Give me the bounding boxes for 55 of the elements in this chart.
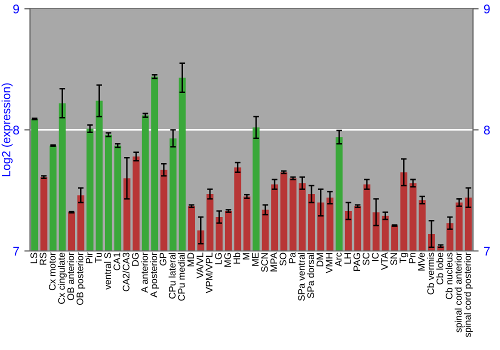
x-tick-label: MVe xyxy=(418,252,425,270)
x-tick-label: spinal cord anterior xyxy=(454,252,464,332)
y-tick-label: 8 xyxy=(13,126,20,134)
x-tick-label: Tg xyxy=(400,252,408,264)
x-tick-label: SPa ventral xyxy=(298,252,305,301)
x-tick-label: Hb xyxy=(233,252,240,264)
y2-tick-label: 7 xyxy=(484,246,490,256)
x-tick-label: ventral S xyxy=(104,252,111,290)
y2-tick-label: 8 xyxy=(484,126,490,134)
x-tick-label: Pa xyxy=(288,252,296,264)
x-tick-label: Cb vermis xyxy=(427,252,434,294)
x-tick-label: OB posterior xyxy=(76,252,86,305)
x-tick-label: spinal cord posterior xyxy=(464,252,473,338)
x-tick-label: SC xyxy=(362,252,370,266)
x-tick-label: LS xyxy=(30,252,38,264)
x-tick-label: M xyxy=(242,253,250,260)
x-tick-label: VMH xyxy=(326,253,332,274)
x-tick-label: Pir xyxy=(86,252,92,264)
x-tick-label: CPu medial xyxy=(178,252,185,301)
x-tick-label: VA/VL xyxy=(196,252,204,278)
x-tick-label: DG xyxy=(132,253,139,266)
x-tick-label: SO xyxy=(280,252,286,266)
x-tick-label: Pn xyxy=(408,252,416,264)
x-tick-label: RS xyxy=(40,252,46,265)
x-tick-label: Cb lobe xyxy=(436,252,444,284)
x-tick-label: MPA xyxy=(270,252,278,272)
x-tick-label: VTA xyxy=(381,252,388,270)
x-tick-label: GP xyxy=(160,252,166,266)
x-tick-label: A anterior xyxy=(140,252,148,293)
x-tick-label: PAG xyxy=(353,253,360,271)
x-tick-label: MG xyxy=(224,253,231,267)
x-tick-label: Tu xyxy=(95,252,102,263)
x-tick-label: MD xyxy=(187,252,194,266)
x-tick-label: SPa dorsal xyxy=(307,252,314,298)
x-tick-label: DM xyxy=(316,253,324,266)
x-tick-label: Cx motor xyxy=(48,252,56,290)
y-tick-label: 7 xyxy=(13,246,19,256)
x-tick-label: SCN xyxy=(261,253,268,272)
x-tick-label: VPM/VPL xyxy=(206,252,213,294)
x-tick-label: CPu lateral xyxy=(168,252,176,299)
x-tick-label: A posterior xyxy=(150,252,159,298)
y2-tick-label: 9 xyxy=(484,4,490,14)
x-tick-label: LH xyxy=(344,253,351,264)
x-tick-label: CA2/CA3 xyxy=(122,252,130,292)
x-tick-label: IC xyxy=(372,252,379,261)
x-tick-label: LG xyxy=(215,253,222,264)
y-tick-label: 9 xyxy=(13,4,19,14)
x-tick-label: ME xyxy=(252,252,259,266)
x-tick-label: CA1 xyxy=(114,252,120,270)
x-tick-label: Cb nucleus xyxy=(446,252,452,300)
x-tick-label: SN xyxy=(390,253,398,266)
x-tick-label: Arc xyxy=(335,252,342,266)
y-axis-title: Log2 (expression) xyxy=(2,83,13,176)
x-tick-label: OB anterior xyxy=(67,252,74,300)
x-tick-label: Cx cingulate xyxy=(58,252,67,304)
